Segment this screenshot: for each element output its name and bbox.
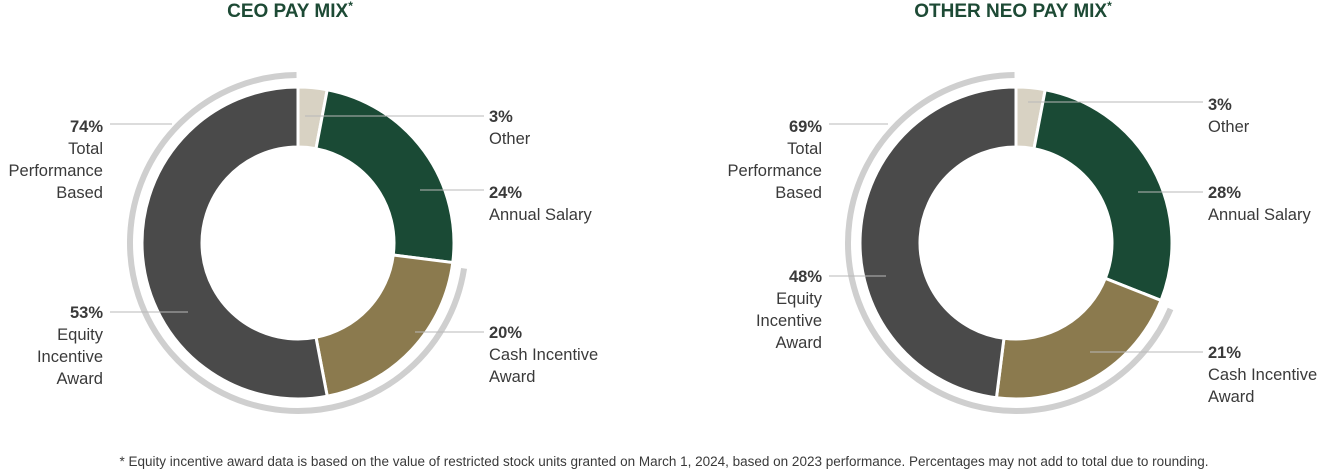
slice-equity-incentive-award-label-line: Equity bbox=[776, 290, 823, 308]
chart-title-mark: * bbox=[1107, 0, 1112, 13]
slice-cash-incentive-award-percent: 20% bbox=[489, 324, 522, 342]
slice-other-label-line: Other bbox=[1208, 118, 1250, 136]
slice-equity-incentive-award bbox=[858, 85, 1018, 400]
total-performance-percent: 74% bbox=[70, 118, 103, 136]
slice-equity-incentive-award-percent: 53% bbox=[70, 304, 103, 322]
total-performance-label-line: Based bbox=[56, 184, 103, 202]
ceo-pay-mix-chart: CEO PAY MIX* 3% Other 24% Annual Salary 20% Ca… bbox=[9, 0, 598, 414]
footnote: * Equity incentive award data is based o… bbox=[120, 454, 1209, 469]
slice-equity-incentive-award bbox=[140, 85, 329, 401]
slice-cash-incentive-award-percent: 21% bbox=[1208, 344, 1241, 362]
slice-annual-salary bbox=[1032, 88, 1174, 303]
slice-equity-incentive-award-percent: 48% bbox=[789, 268, 822, 286]
chart-title-text: OTHER NEO PAY MIX bbox=[914, 1, 1107, 22]
slice-other-percent: 3% bbox=[1208, 96, 1232, 114]
slice-cash-incentive-award bbox=[994, 276, 1163, 401]
slice-equity-incentive-award-label-line: Award bbox=[57, 370, 103, 388]
slice-other-label-line: Other bbox=[489, 130, 531, 148]
other-neo-pay-mix-chart: OTHER NEO PAY MIX* 3% Other 28% Annual Salar… bbox=[728, 0, 1317, 414]
total-performance-label-line: Total bbox=[787, 140, 822, 158]
slice-equity-incentive-award-label-line: Incentive bbox=[37, 348, 103, 366]
total-performance-label-line: Total bbox=[68, 140, 103, 158]
chart-title-text: CEO PAY MIX bbox=[227, 1, 348, 22]
slice-annual-salary-percent: 28% bbox=[1208, 184, 1241, 202]
slice-annual-salary bbox=[314, 88, 456, 265]
performance-bracket-arc bbox=[845, 72, 1174, 414]
performance-bracket-arc bbox=[127, 72, 468, 414]
slice-cash-incentive-award-label-line: Award bbox=[1208, 388, 1254, 406]
slice-cash-incentive-award bbox=[314, 253, 455, 398]
slice-cash-incentive-award-label-line: Award bbox=[489, 368, 535, 386]
slice-other-percent: 3% bbox=[489, 108, 513, 126]
chart-title: OTHER NEO PAY MIX* bbox=[914, 0, 1112, 22]
slice-cash-incentive-award-label-line: Cash Incentive bbox=[489, 346, 598, 364]
slice-annual-salary-percent: 24% bbox=[489, 184, 522, 202]
slice-annual-salary-label-line: Annual Salary bbox=[489, 206, 592, 224]
slice-annual-salary-label-line: Annual Salary bbox=[1208, 206, 1311, 224]
chart-title: CEO PAY MIX* bbox=[227, 0, 353, 22]
slice-equity-incentive-award-label-line: Equity bbox=[57, 326, 104, 344]
slice-cash-incentive-award-label-line: Cash Incentive bbox=[1208, 366, 1317, 384]
total-performance-label-line: Performance bbox=[9, 162, 103, 180]
total-performance-label-line: Based bbox=[775, 184, 822, 202]
slice-equity-incentive-award-label-line: Incentive bbox=[756, 312, 822, 330]
slice-equity-incentive-award-label-line: Award bbox=[776, 334, 822, 352]
total-performance-percent: 69% bbox=[789, 118, 822, 136]
total-performance-label-line: Performance bbox=[728, 162, 822, 180]
chart-title-mark: * bbox=[348, 0, 353, 13]
